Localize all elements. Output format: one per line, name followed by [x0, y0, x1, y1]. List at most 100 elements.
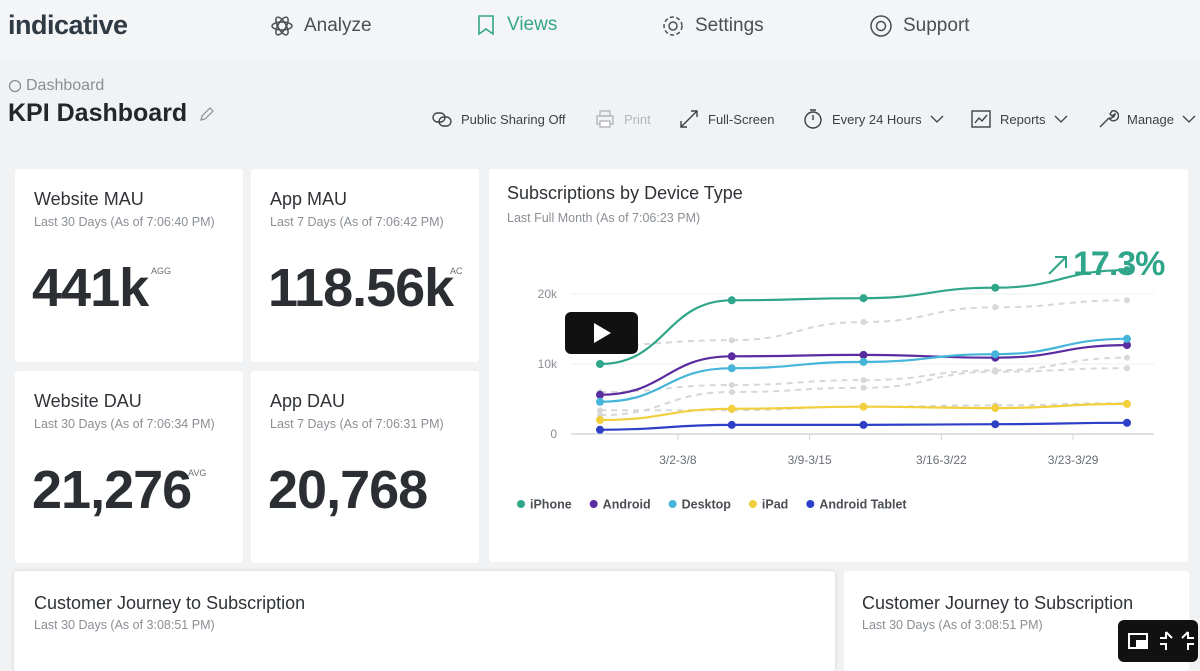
trend-arrow: [1048, 256, 1067, 275]
series-point: [727, 404, 736, 413]
top-nav: [0, 0, 1200, 58]
series-point: [859, 294, 868, 303]
toolbar-label: Every 24 Hours: [832, 111, 922, 127]
series-point: [1123, 418, 1131, 427]
nav-label: Views: [507, 14, 558, 35]
series-point: [596, 425, 604, 434]
toolbar-label: Reports: [1000, 111, 1046, 127]
icon: [804, 109, 822, 129]
series-point: [727, 352, 736, 361]
card-subtitle: Last 30 Days (As of 3:08:51 PM): [862, 618, 1043, 632]
comparison-point: [860, 319, 867, 325]
kpi-card[interactable]: Website DAU Last 30 Days (As of 7:06:34 …: [15, 371, 243, 563]
legend-marker: [668, 500, 677, 508]
series-point: [991, 420, 1000, 429]
chart-subtitle: Last Full Month (As of 7:06:23 PM): [507, 211, 700, 225]
logo[interactable]: indicative: [8, 10, 128, 40]
toolbar-button[interactable]: Manage: [1097, 108, 1196, 130]
icon: [432, 112, 452, 127]
nav-label: Analyze: [304, 15, 372, 36]
video-controls[interactable]: [1118, 620, 1198, 662]
legend-marker: [748, 500, 757, 508]
toolbar-button[interactable]: Every 24 Hours: [802, 108, 944, 130]
comparison-point: [860, 377, 867, 384]
card-title: Customer Journey to Subscription: [34, 593, 306, 613]
icon: [8, 79, 22, 93]
y-tick-label: 10k: [538, 357, 558, 371]
comparison-point: [860, 384, 867, 391]
kpi-value: 21,276: [32, 460, 192, 520]
kpi-card[interactable]: Website MAU Last 30 Days (As of 7:06:40 …: [15, 169, 243, 362]
comparison-line: [599, 356, 1128, 393]
report-card[interactable]: Customer Journey to Subscription Last 30…: [14, 571, 835, 671]
x-tick-label: 3/23-3/29: [1048, 453, 1099, 467]
toolbar-label: Public Sharing Off: [461, 111, 566, 127]
card-title: App DAU: [270, 391, 346, 411]
series-point: [991, 283, 1000, 292]
series-point: [1123, 334, 1131, 343]
y-tick-label: 20k: [538, 287, 558, 301]
edit-icon[interactable]: [199, 106, 215, 122]
comparison-point: [1124, 354, 1130, 361]
card-subtitle: Last 30 Days (As of 7:06:40 PM): [34, 215, 215, 229]
icon: [680, 110, 698, 128]
comparison-point: [992, 304, 999, 311]
breadcrumb[interactable]: Dashboard: [8, 77, 104, 95]
nav-item[interactable]: Analyze: [270, 14, 372, 38]
comparison-point: [1124, 297, 1130, 304]
chart: Subscriptions by Device Type Last Full M…: [507, 183, 1166, 512]
chevron: [1182, 115, 1196, 123]
nav-item[interactable]: Views: [475, 14, 557, 36]
legend-label: Android Tablet: [819, 498, 907, 512]
icon: [596, 110, 614, 128]
kpi-card[interactable]: App MAU Last 7 Days (As of 7:06:42 PM) 1…: [251, 169, 479, 362]
kpi-badge: AVG: [188, 468, 207, 478]
series-point: [727, 420, 736, 429]
series-point: [596, 416, 604, 424]
card-subtitle: Last 30 Days (As of 3:08:51 PM): [34, 618, 215, 632]
kpi-value: 441k: [32, 258, 149, 318]
nav-item[interactable]: Settings: [661, 14, 764, 38]
chevron: [930, 115, 944, 123]
toolbar-button[interactable]: Full-Screen: [678, 108, 774, 130]
page-title: KPI Dashboard: [8, 99, 215, 128]
series-point: [991, 350, 1000, 359]
kpi-value: 20,768: [268, 460, 428, 520]
legend-label: Android: [603, 498, 651, 512]
series-point: [859, 350, 868, 359]
card-title: Website MAU: [34, 189, 144, 209]
series-point: [859, 420, 868, 429]
icon: [271, 16, 293, 36]
icon: [478, 15, 494, 36]
toolbar-label: Full-Screen: [708, 111, 775, 127]
play-button[interactable]: [565, 312, 638, 354]
series-point: [727, 364, 736, 373]
card-subtitle: Last 7 Days (As of 7:06:42 PM): [270, 215, 444, 229]
legend-label: Desktop: [682, 498, 732, 512]
toolbar-label: Manage: [1127, 111, 1174, 127]
title-text: KPI Dashboard: [8, 99, 188, 127]
series-point: [596, 360, 604, 368]
kpi-card[interactable]: App DAU Last 7 Days (As of 7:06:31 PM) 2…: [251, 371, 479, 563]
toolbar-button[interactable]: Print: [594, 108, 651, 130]
kpi-badge: AGG: [151, 266, 172, 276]
icon: [870, 15, 892, 37]
icon: [971, 110, 991, 128]
legend-marker: [517, 500, 525, 508]
chart-card[interactable]: [489, 169, 1188, 562]
x-tick-label: 3/9-3/15: [788, 453, 832, 467]
nav-item[interactable]: Support: [869, 14, 970, 38]
series-point: [1123, 399, 1131, 408]
comparison-point: [597, 407, 603, 414]
comparison-line: [599, 402, 1128, 412]
comparison-point: [728, 382, 735, 388]
toolbar-button[interactable]: Public Sharing Off: [431, 108, 566, 130]
toolbar-button[interactable]: Reports: [970, 108, 1068, 130]
x-tick-label: 3/16-3/22: [916, 453, 967, 467]
series-point: [1123, 341, 1131, 350]
kpi-badge: AC: [450, 266, 463, 276]
series-point: [859, 357, 868, 366]
kpi-value: 118.56k: [268, 258, 454, 318]
chevron: [1054, 115, 1067, 123]
